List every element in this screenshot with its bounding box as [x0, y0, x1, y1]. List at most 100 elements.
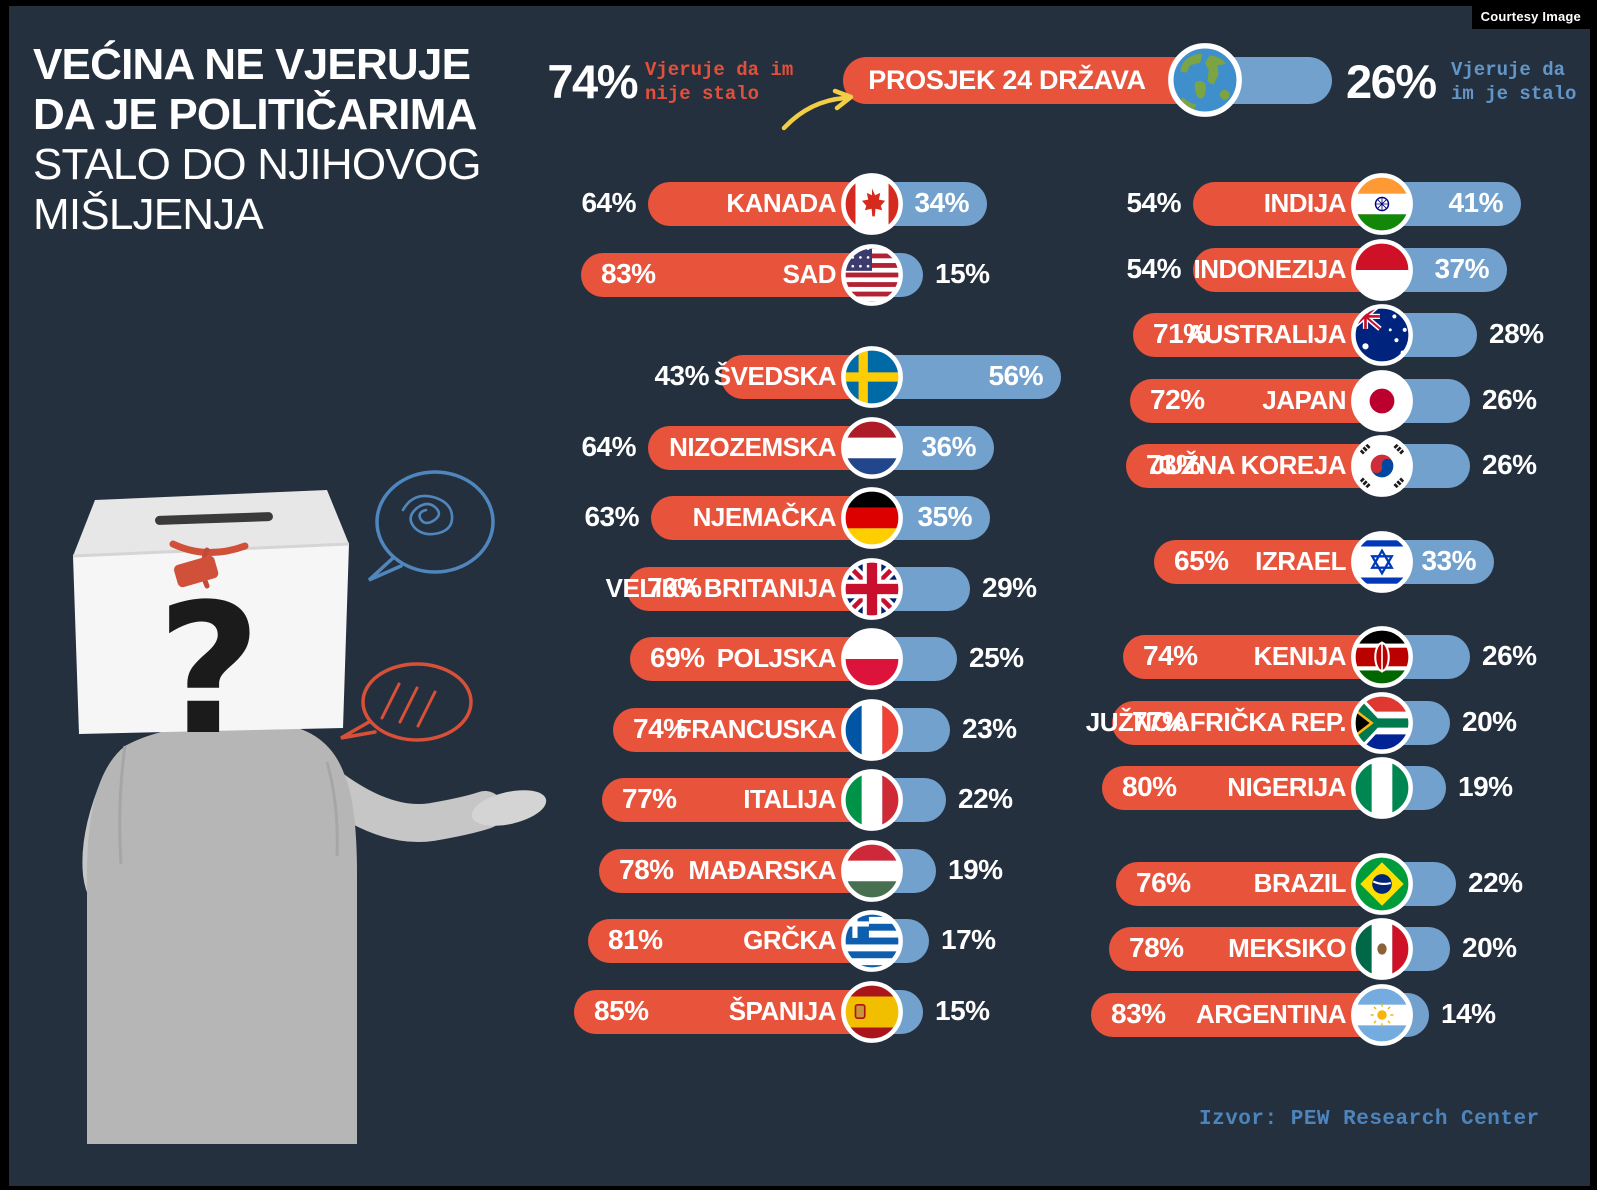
- notcare-pct-label: 78%: [1129, 932, 1184, 963]
- japan-flag-icon: [1351, 370, 1413, 432]
- notcare-pct-label: 78%: [619, 854, 674, 885]
- country-bar-notcare: [627, 567, 880, 611]
- legend-care-line: Vjeruje da: [1451, 59, 1566, 81]
- country-label: KANADA: [726, 188, 836, 218]
- notcare-pct-label: 71%: [1153, 318, 1208, 349]
- country-bar-notcare: [613, 708, 880, 752]
- country-label: POLJSKA: [716, 643, 837, 673]
- country-label: NJEMAČKA: [692, 502, 837, 532]
- care-pct-label: 26%: [1482, 449, 1537, 480]
- torso: [87, 724, 357, 1144]
- nigeria-flag-icon: [1351, 757, 1413, 819]
- spain-flag-icon: [841, 981, 903, 1043]
- care-pct-label: 20%: [1462, 706, 1517, 737]
- care-pct-label: 22%: [1468, 867, 1523, 898]
- country-bar-notcare: [599, 849, 880, 893]
- south-africa-flag-icon: [1351, 692, 1413, 754]
- care-pct-label: 15%: [935, 995, 990, 1026]
- care-pct-label: 25%: [969, 642, 1024, 673]
- country-bar-notcare: [1109, 927, 1390, 971]
- notcare-pct-label: 74%: [1143, 640, 1198, 671]
- care-pct-label: 36%: [921, 431, 976, 462]
- country-label: GRČKA: [743, 925, 836, 955]
- notcare-pct-label: 69%: [650, 642, 705, 673]
- care-pct-label: 17%: [941, 924, 996, 955]
- kenya-flag-icon: [1351, 626, 1413, 688]
- ballot-box: ?: [72, 490, 350, 775]
- care-pct-label: 26%: [1482, 384, 1537, 415]
- brazil-flag-icon: [1351, 853, 1413, 915]
- mexico-flag-icon: [1351, 918, 1413, 980]
- care-pct-label: 14%: [1441, 998, 1496, 1029]
- legend-notcare-label: Vjeruje da im nije stalo: [645, 58, 793, 106]
- care-pct-label: 15%: [935, 258, 990, 289]
- notcare-pct-label: 81%: [608, 924, 663, 955]
- care-pct-label: 20%: [1462, 932, 1517, 963]
- country-bar-notcare: [1102, 766, 1390, 810]
- care-pct-label: 33%: [1421, 545, 1476, 576]
- india-flag-icon: [1351, 173, 1413, 235]
- australia-flag-icon: [1351, 304, 1413, 366]
- italy-flag-icon: [841, 769, 903, 831]
- country-label: FRANCUSKA: [675, 714, 837, 744]
- country-label: VELIKA BRITANIJA: [605, 573, 837, 603]
- title-line: STALO DO NJIHOVOG: [33, 140, 481, 189]
- country-label: AUSTRALIJA: [1186, 319, 1346, 349]
- title-line: MIŠLJENJA: [33, 190, 264, 239]
- courtesy-badge: Courtesy Image: [1471, 6, 1590, 29]
- country-bar-notcare: [574, 990, 880, 1034]
- notcare-pct-label: 77%: [1132, 706, 1187, 737]
- country-label: ŠVEDSKA: [713, 361, 837, 391]
- notcare-pct-label: 74%: [633, 713, 688, 744]
- country-label: INDONEZIJA: [1193, 254, 1347, 284]
- country-label: BRAZIL: [1253, 868, 1347, 898]
- country-label: SAD: [782, 259, 837, 289]
- care-pct-label: 35%: [917, 501, 972, 532]
- legend-notcare-line: nije stalo: [645, 83, 760, 105]
- care-pct-label: 22%: [958, 783, 1013, 814]
- canada-flag-icon: [841, 173, 903, 235]
- care-pct-label: 34%: [914, 187, 969, 218]
- notcare-pct-label: 54%: [1126, 253, 1181, 284]
- notcare-pct-label: 73%: [1146, 449, 1201, 480]
- country-bar-notcare: [1091, 993, 1390, 1037]
- ballot-box-person-illustration: ?: [72, 470, 547, 1144]
- country-label: JUŽNA KOREJA: [1150, 450, 1347, 480]
- country-bar-notcare: [1116, 862, 1390, 906]
- greece-flag-icon: [841, 910, 903, 972]
- title-line: DA JE POLITIČARIMA: [33, 90, 477, 139]
- right-hand: [471, 790, 547, 826]
- notcare-pct-label: 80%: [1122, 771, 1177, 802]
- care-pct-label: 26%: [1482, 640, 1537, 671]
- country-bar-notcare: [1126, 444, 1390, 488]
- usa-flag-icon: [841, 244, 903, 306]
- notcare-pct-label: 83%: [601, 258, 656, 289]
- notcare-pct-label: 54%: [1126, 187, 1181, 218]
- argentina-flag-icon: [1351, 984, 1413, 1046]
- care-pct-label: 37%: [1434, 253, 1489, 284]
- country-bar-notcare: [1123, 635, 1390, 679]
- country-label: NIGERIJA: [1227, 772, 1346, 802]
- average-bar: PROSJEK 24 DRŽAVA: [843, 43, 1332, 117]
- country-label: JAPAN: [1262, 385, 1346, 415]
- source-credit: Izvor: PEW Research Center: [1199, 1108, 1540, 1131]
- title-line: VEĆINA NE VJERUJE: [33, 40, 471, 89]
- country-bar-notcare: [588, 919, 880, 963]
- legend-care-label: Vjeruje da im je stalo: [1451, 58, 1576, 106]
- legend-care-line: im je stalo: [1451, 83, 1577, 105]
- curved-arrow-icon: [781, 88, 854, 131]
- notcare-pct-label: 65%: [1174, 545, 1229, 576]
- care-pct-label: 19%: [1458, 771, 1513, 802]
- care-pct-label: 56%: [988, 360, 1043, 391]
- country-label: ITALIJA: [743, 784, 836, 814]
- notcare-pct-label: 72%: [1150, 384, 1205, 415]
- country-label: MAĐARSKA: [688, 855, 836, 885]
- country-label: JUŽNOAFRIČKA REP.: [1085, 707, 1347, 737]
- israel-flag-icon: [1351, 531, 1413, 593]
- country-label: KENIJA: [1253, 641, 1347, 671]
- care-pct-label: 23%: [962, 713, 1017, 744]
- poland-flag-icon: [841, 628, 903, 690]
- blue-speech-bubble-icon: [367, 470, 495, 582]
- country-bar-notcare: [1133, 313, 1390, 357]
- notcare-pct-label: 70%: [647, 572, 702, 603]
